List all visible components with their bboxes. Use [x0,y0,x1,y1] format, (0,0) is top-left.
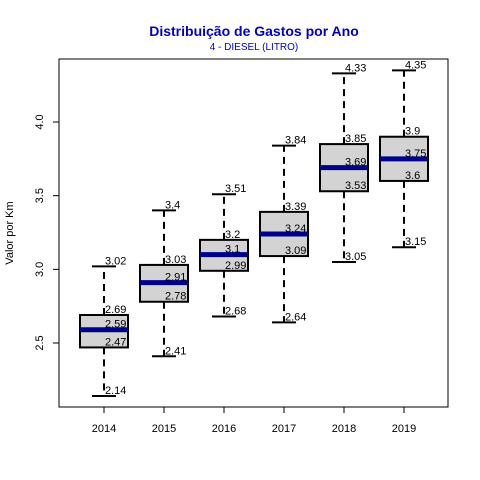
max-label: 4.35 [405,59,426,71]
max-label: 3.51 [225,183,246,195]
q1-label: 3.09 [285,245,306,257]
x-tick-label: 2016 [212,423,236,435]
y-axis: 2.5 3.0 3.5 4.0 [34,114,59,350]
median-label: 2.91 [165,272,186,284]
min-label: 2.64 [285,311,306,323]
q3-label: 3.9 [405,126,420,138]
q3-label: 2.69 [105,304,126,316]
y-axis-label: Valor por Km [4,201,16,264]
min-label: 2.14 [105,385,126,397]
y-tick-label: 4.0 [34,114,46,129]
plot-frame [59,59,448,407]
q3-label: 3.03 [165,254,186,266]
max-label: 3.84 [285,135,306,147]
box-group [200,194,248,316]
min-label: 2.68 [225,305,246,317]
q3-label: 3.39 [285,201,306,213]
q1-label: 2.78 [165,291,186,303]
median-label: 2.59 [105,319,126,331]
median-label: 3.1 [225,244,240,256]
boxes-group [80,70,428,396]
median-label: 3.69 [345,157,366,169]
x-tick-label: 2015 [152,423,176,435]
q3-label: 3.85 [345,133,366,145]
x-axis: 2014 2015 2016 2017 2018 2019 [92,407,416,435]
q1-label: 2.47 [105,336,126,348]
median-label: 3.24 [285,223,306,235]
q1-label: 3.53 [345,180,366,192]
min-label: 2.41 [165,345,186,357]
median-label: 3.75 [405,148,426,160]
q3-label: 3.2 [225,229,240,241]
y-tick-label: 3.5 [34,188,46,203]
chart-subtitle: 4 - DIESEL (LITRO) [210,42,299,53]
x-tick-label: 2014 [92,423,116,435]
q1-label: 2.99 [225,260,246,272]
box-group [80,266,128,396]
x-tick-label: 2018 [332,423,356,435]
x-tick-label: 2017 [272,423,296,435]
y-tick-label: 2.5 [34,335,46,350]
x-tick-label: 2019 [392,423,416,435]
max-label: 3.02 [105,255,126,267]
q1-label: 3.6 [405,170,420,182]
y-tick-label: 3.0 [34,262,46,277]
min-label: 3.15 [405,236,426,248]
max-label: 3.4 [165,199,180,211]
chart-title: Distribuição de Gastos por Ano [149,23,359,39]
max-label: 4.33 [345,62,366,74]
min-label: 3.05 [345,251,366,263]
